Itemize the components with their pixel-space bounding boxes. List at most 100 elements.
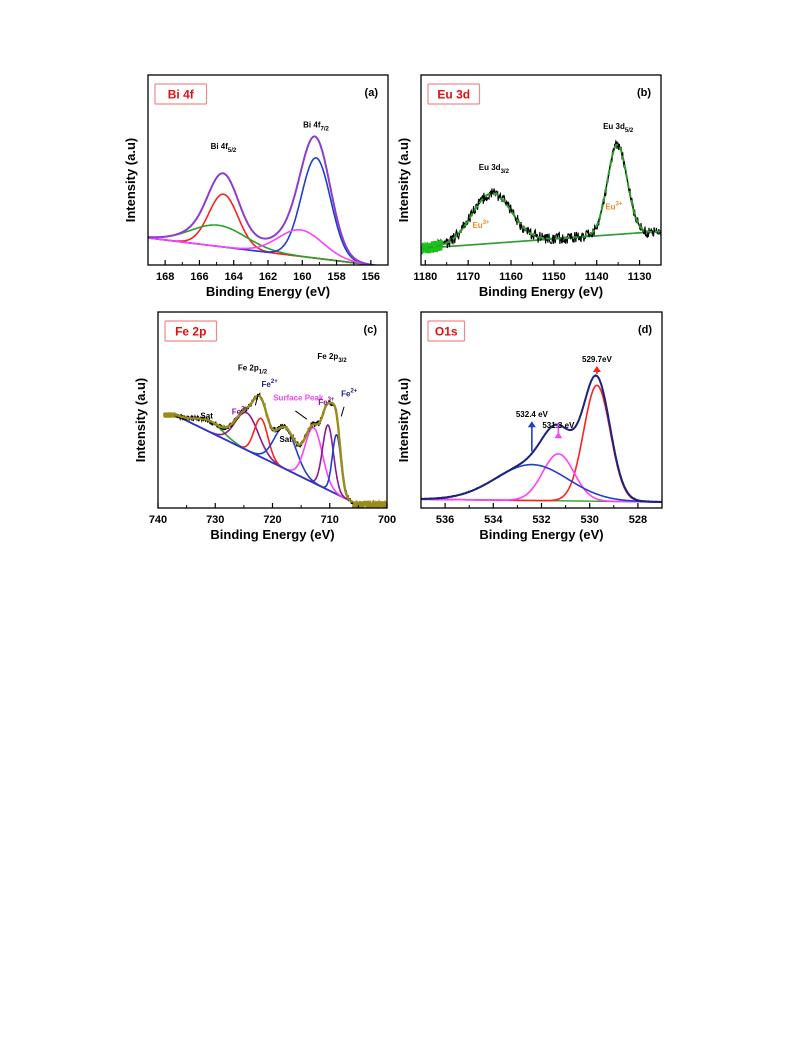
annotation-text: Fe [232, 407, 242, 416]
annotation-superscript: 3+ [328, 397, 335, 403]
peak-annotation: Eu 3d5/2 [603, 122, 634, 134]
peak-annotation: Fe 2p1/2 [238, 363, 268, 375]
annotation-arrow-head [554, 432, 563, 439]
panel-letter: (a) [365, 87, 379, 99]
plot-frame [420, 74, 662, 266]
annotation-text: Fe 2p [317, 352, 338, 361]
y-axis-label: Intensity (a.u) [133, 378, 148, 463]
panel-badge-box [164, 320, 218, 342]
peak-annotation: Fe3+ [232, 406, 249, 416]
y-axis-label: Intensity (a.u) [396, 138, 411, 223]
x-tick-label: 536 [436, 514, 454, 526]
raw-tail-right [352, 499, 387, 508]
component-peak-2 [421, 453, 662, 503]
component-peak-7 [174, 414, 353, 503]
plot-area-b [421, 139, 661, 255]
x-tick-label: 158 [327, 271, 345, 283]
peak-annotation: Surface Peak [273, 394, 324, 403]
annotation-arrow-head [592, 366, 601, 372]
panel-letter: (c) [364, 324, 378, 336]
panel-d-o1s: 536 534 532 530 528 Binding Energy (eV) Intens… [396, 311, 663, 542]
peak-annotation: Fe2+ [262, 379, 279, 389]
envelope-line [421, 143, 661, 250]
panel-b-eu-3d: 1180 1170 1160 1150 1140 1130 Binding Energy (… [396, 74, 662, 299]
x-tick-label: 166 [190, 271, 208, 283]
x-tick-label: 1140 [585, 271, 609, 283]
panel-badge-label: Eu 3d [437, 88, 470, 102]
annotation-superscript: 2+ [271, 379, 278, 385]
y-axis-label: Intensity (a.u) [123, 138, 138, 223]
x-tick-label: 1180 [413, 271, 437, 283]
component-peak-2 [148, 224, 379, 265]
annotation-superscript: 3+ [616, 201, 623, 207]
annotation-subscript: 3/2 [338, 358, 347, 364]
x-tick-label: 532 [532, 514, 550, 526]
panel-letter: (d) [638, 324, 652, 336]
annotation-superscript: 3+ [483, 220, 490, 226]
y-axis-label: Intensity (a.u) [396, 378, 411, 463]
peak-annotation: Fe3+ [318, 397, 335, 407]
x-tick-label: 1130 [628, 271, 652, 283]
envelope-line [421, 374, 662, 503]
envelope-line [174, 394, 354, 503]
annotation-text: Eu [472, 221, 482, 230]
x-tick-label: 720 [263, 514, 281, 526]
x-tick-label: 740 [149, 514, 167, 526]
annotation-subscript: 7/2 [321, 127, 330, 133]
annotation-subscript: 5/2 [228, 148, 237, 154]
x-tick-label: 700 [378, 514, 396, 526]
peak-annotation: Eu3+ [472, 220, 490, 230]
panel-badge-label: O1s [435, 325, 458, 339]
annotation-subscript: 3/2 [501, 169, 510, 175]
panel-badge-label: Fe 2p [175, 325, 206, 339]
component-peak-1 [421, 384, 662, 503]
component-peak-4 [148, 229, 380, 265]
x-tick-label: 162 [259, 271, 277, 283]
annotation-text: Fe [318, 398, 328, 407]
x-tick-label: 1160 [499, 271, 523, 283]
annotation-subscript: 5/2 [625, 128, 634, 134]
x-tick-label: 160 [293, 271, 311, 283]
peak-annotation: Eu3+ [605, 201, 623, 211]
label-pointer-arrow [340, 406, 345, 417]
annotation-text: Eu [605, 202, 615, 211]
raw-data-line [174, 392, 354, 505]
annotation-text: Bi 4f [211, 142, 229, 151]
annotation-text: 532.4 eV [516, 410, 549, 419]
plot-area-c [163, 392, 387, 508]
annotation-text: Fe 2p [238, 363, 259, 372]
x-axis-label: Binding Energy (eV) [210, 527, 334, 542]
raw-data-edge [421, 239, 443, 255]
x-tick-label: 1150 [542, 271, 566, 283]
x-tick-label: 164 [225, 271, 244, 283]
peak-annotation: 532.4 eV [516, 410, 549, 419]
panel-badge-box [427, 83, 481, 105]
plot-area-d [421, 374, 662, 504]
x-tick-label: 730 [206, 514, 224, 526]
label-pointer-arrow [295, 410, 308, 420]
peak-annotation: Bi 4f7/2 [303, 121, 329, 133]
x-tick-label: 156 [362, 271, 380, 283]
plot-area-a [148, 135, 382, 265]
annotation-text: 531.3 eV [542, 421, 575, 430]
annotation-superscript: 3+ [241, 406, 248, 412]
x-axis-label: Binding Energy (eV) [479, 284, 603, 299]
x-tick-label: 1170 [456, 271, 480, 283]
x-tick-label: 534 [484, 514, 503, 526]
annotation-superscript: 2+ [350, 389, 357, 395]
x-tick-label: 528 [629, 514, 647, 526]
annotation-text: Sat [200, 412, 213, 421]
annotation-subscript: 1/2 [259, 369, 268, 375]
peak-annotation: 529.7eV [582, 355, 612, 364]
panel-badge-box [154, 83, 208, 105]
x-tick-label: 168 [156, 271, 174, 283]
component-peak-3 [148, 157, 379, 265]
annotation-text: 529.7eV [582, 355, 612, 364]
annotation-text: Bi 4f [303, 121, 321, 130]
x-tick-label: 710 [321, 514, 339, 526]
x-axis-label: Binding Energy (eV) [206, 284, 330, 299]
envelope-line [148, 135, 382, 265]
panel-letter: (b) [637, 87, 651, 99]
annotation-text: Eu 3d [603, 122, 625, 131]
